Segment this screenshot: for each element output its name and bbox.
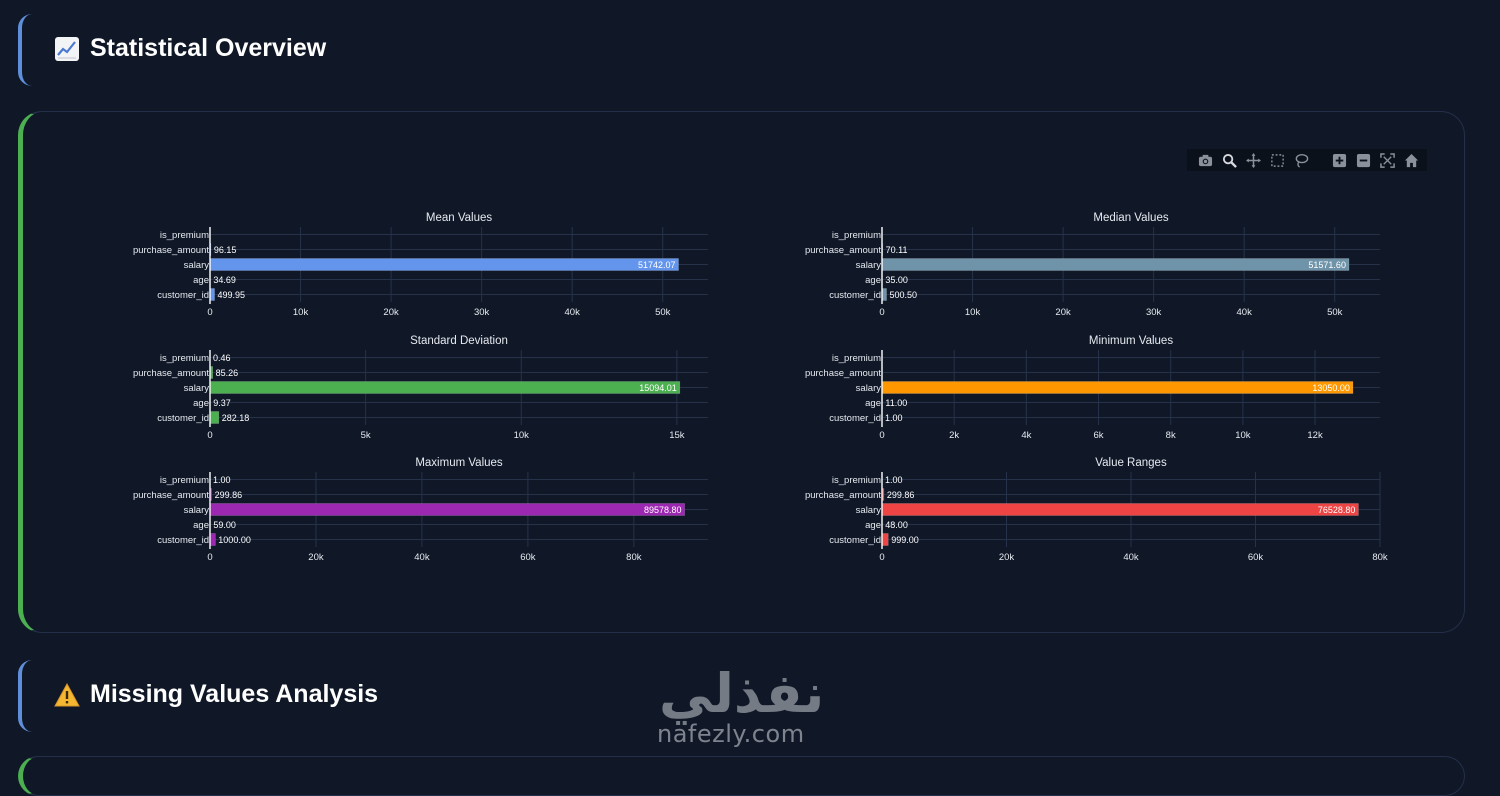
home-icon[interactable] xyxy=(1401,151,1421,169)
page-title: Statistical Overview xyxy=(90,34,326,63)
chart-modebar xyxy=(1187,149,1427,171)
zoom-in-icon[interactable] xyxy=(1329,151,1349,169)
pan-icon[interactable] xyxy=(1243,151,1263,169)
watermark-url-text: nafezly.com xyxy=(657,720,805,748)
section-title: Missing Values Analysis xyxy=(90,680,378,709)
chart-increasing-icon xyxy=(54,36,80,62)
missing-values-card xyxy=(18,756,1465,796)
camera-icon[interactable] xyxy=(1195,151,1215,169)
zoom-out-icon[interactable] xyxy=(1353,151,1373,169)
box-select-icon[interactable] xyxy=(1267,151,1287,169)
autoscale-icon[interactable] xyxy=(1377,151,1397,169)
statistics-chart-card xyxy=(18,111,1465,633)
statistical-overview-header: Statistical Overview xyxy=(18,14,418,86)
zoom-icon[interactable] xyxy=(1219,151,1239,169)
lasso-icon[interactable] xyxy=(1291,151,1311,169)
nafezly-watermark: نفذلي nafezly.com xyxy=(655,660,850,760)
warning-icon xyxy=(54,682,80,708)
watermark-arabic-text: نفذلي xyxy=(659,662,824,725)
missing-values-header: Missing Values Analysis xyxy=(18,660,418,732)
